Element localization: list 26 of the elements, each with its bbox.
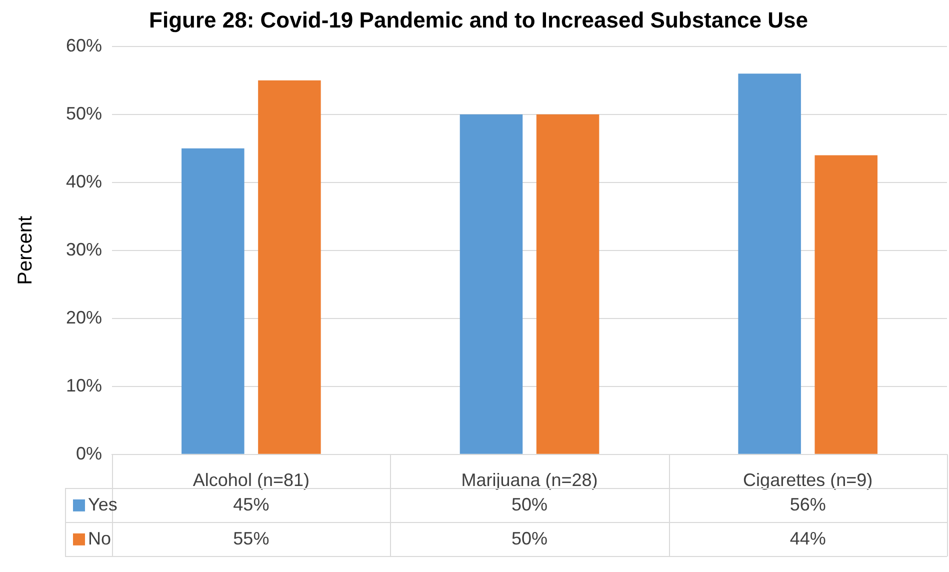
data-label: 55% bbox=[233, 528, 270, 548]
y-axis-title: Percent bbox=[14, 216, 37, 285]
y-tick-label: 60% bbox=[66, 35, 102, 56]
data-label: 45% bbox=[233, 494, 270, 514]
bar bbox=[738, 74, 801, 454]
data-label: 50% bbox=[512, 528, 548, 548]
y-tick-label: 0% bbox=[76, 443, 102, 464]
data-label: 50% bbox=[512, 494, 548, 514]
data-label: 56% bbox=[790, 494, 826, 514]
y-tick-label: 40% bbox=[66, 171, 102, 192]
bar bbox=[814, 155, 878, 454]
y-tick-label: 20% bbox=[66, 307, 102, 328]
bar bbox=[460, 114, 523, 454]
bar bbox=[258, 80, 321, 454]
y-tick-label: 30% bbox=[66, 239, 102, 260]
y-tick-label: 50% bbox=[66, 103, 102, 124]
x-tick-label: Marijuana (n=28) bbox=[461, 470, 598, 490]
bar bbox=[536, 114, 600, 454]
legend-label: Yes bbox=[88, 494, 118, 514]
legend-label: No bbox=[88, 528, 112, 548]
x-tick-label: Cigarettes (n=9) bbox=[743, 470, 873, 490]
x-tick-label: Alcohol (n=81) bbox=[192, 470, 310, 490]
chart-title: Figure 28: Covid-19 Pandemic and to Increased Substance Use bbox=[149, 7, 808, 32]
bar bbox=[182, 148, 244, 454]
y-tick-label: 10% bbox=[66, 375, 102, 396]
data-label: 44% bbox=[790, 528, 826, 548]
